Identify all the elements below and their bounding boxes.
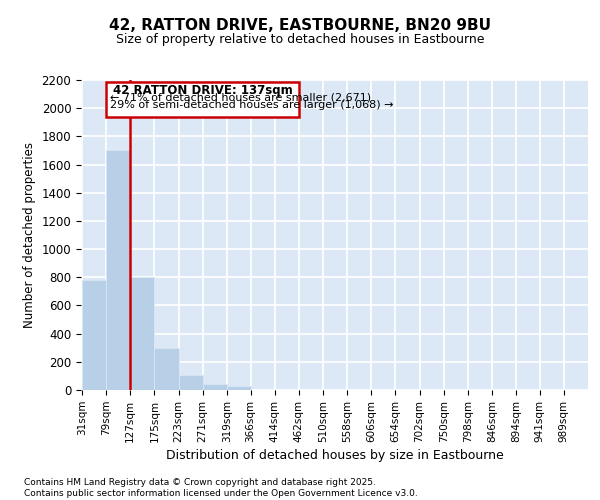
Text: Size of property relative to detached houses in Eastbourne: Size of property relative to detached ho…	[116, 32, 484, 46]
Text: ← 71% of detached houses are smaller (2,671): ← 71% of detached houses are smaller (2,…	[110, 92, 371, 102]
X-axis label: Distribution of detached houses by size in Eastbourne: Distribution of detached houses by size …	[166, 449, 503, 462]
Text: 42, RATTON DRIVE, EASTBOURNE, BN20 9BU: 42, RATTON DRIVE, EASTBOURNE, BN20 9BU	[109, 18, 491, 32]
Y-axis label: Number of detached properties: Number of detached properties	[23, 142, 36, 328]
Bar	[154, 348, 179, 390]
Bar	[130, 278, 154, 390]
Bar	[179, 374, 203, 390]
Text: 29% of semi-detached houses are larger (1,068) →: 29% of semi-detached houses are larger (…	[110, 100, 394, 110]
FancyBboxPatch shape	[106, 82, 299, 116]
Bar	[82, 280, 106, 390]
Text: 42 RATTON DRIVE: 137sqm: 42 RATTON DRIVE: 137sqm	[113, 84, 292, 97]
Bar	[227, 386, 251, 390]
Bar	[203, 384, 227, 390]
Text: Contains HM Land Registry data © Crown copyright and database right 2025.
Contai: Contains HM Land Registry data © Crown c…	[24, 478, 418, 498]
Bar	[106, 150, 130, 390]
